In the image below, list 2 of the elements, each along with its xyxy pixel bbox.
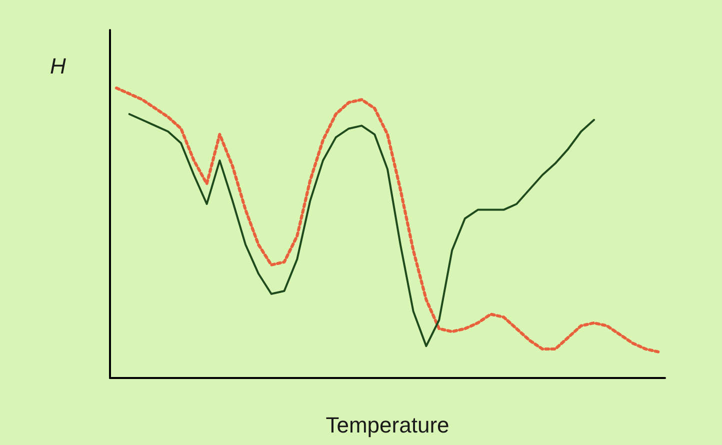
y-axis-title: H (50, 54, 66, 78)
x-axis-title: Temperature (326, 412, 450, 438)
